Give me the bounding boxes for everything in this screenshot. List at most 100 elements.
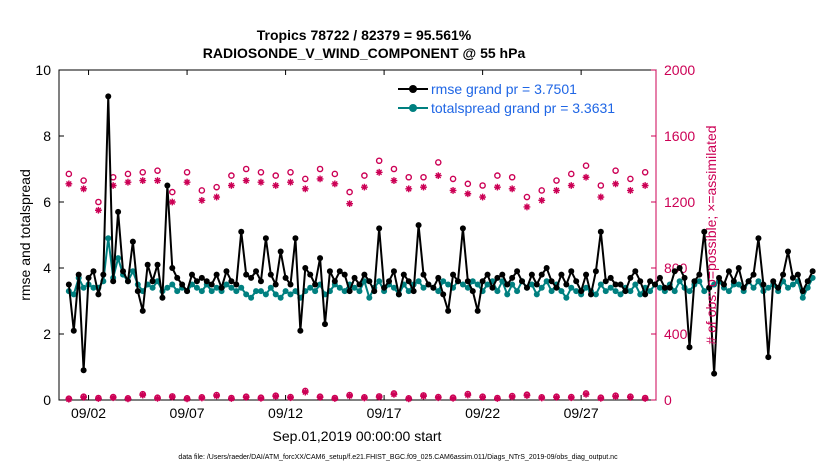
rmse-point — [760, 281, 767, 288]
rmse-point — [292, 235, 299, 242]
totalspread-point — [90, 284, 97, 291]
left-tick-label: 8 — [43, 128, 51, 144]
rmse-point — [124, 278, 131, 285]
rmse-point — [129, 238, 136, 245]
rmse-point — [100, 271, 107, 278]
obs-assimilated-marker — [228, 182, 235, 189]
obs-assimilated-marker — [95, 206, 102, 214]
obs-assimilated-marker — [479, 193, 487, 201]
rmse-point — [164, 182, 171, 189]
rmse-point — [711, 370, 718, 377]
rmse-point — [499, 271, 506, 278]
obs-possible-marker — [65, 170, 73, 178]
rmse-point — [90, 268, 97, 275]
totalspread-point — [282, 288, 289, 295]
rmse-point — [474, 307, 481, 314]
rmse-point — [395, 291, 402, 298]
rmse-point — [583, 271, 590, 278]
rmse-point — [464, 278, 471, 285]
chart-title-line2: RADIOSONDE_V_WIND_COMPONENT @ 55 hPa — [203, 45, 526, 61]
right-tick-label: 1200 — [664, 194, 695, 210]
rmse-point — [454, 278, 461, 285]
totalspread-point — [785, 284, 792, 291]
totalspread-point — [735, 281, 742, 288]
obs-possible-marker — [154, 167, 161, 174]
rmse-point — [578, 288, 585, 295]
obs-possible-marker — [390, 165, 398, 173]
obs-possible-marker — [582, 162, 590, 169]
totalspread-point — [445, 281, 452, 288]
rmse-point — [420, 271, 427, 278]
totalspread-point — [208, 288, 215, 295]
rmse-point — [681, 274, 688, 281]
rmse-point — [445, 307, 452, 314]
rmse-point — [331, 278, 338, 285]
obs-possible-marker — [597, 182, 605, 189]
rmse-point — [208, 281, 215, 288]
plot-area — [58, 69, 657, 401]
totalspread-point — [750, 284, 757, 291]
obs-assimilated-marker — [508, 185, 516, 193]
obs-assimilated-marker — [257, 394, 265, 402]
totalspread-point — [115, 255, 122, 262]
obs-assimilated-marker — [449, 394, 457, 402]
rmse-point — [661, 284, 668, 291]
obs-assimilated-marker — [109, 394, 117, 402]
obs-assimilated-marker — [301, 388, 309, 396]
rmse-point — [696, 271, 703, 278]
totalspread-point — [538, 284, 545, 291]
y-axis-label-right: # of obs: o=possible; ×=assimilated — [703, 125, 719, 344]
rmse-point — [765, 354, 772, 361]
rmse-point — [430, 284, 437, 291]
rmse-point — [341, 271, 348, 278]
rmse-point — [361, 271, 368, 278]
obs-assimilated-marker — [597, 394, 605, 402]
totalspread-point — [262, 291, 269, 298]
totalspread-point — [799, 294, 806, 301]
obs-possible-marker — [183, 168, 191, 176]
obs-assimilated-marker — [449, 187, 457, 194]
rmse-point — [666, 284, 673, 291]
totalspread-point — [292, 288, 299, 295]
obs-possible-marker — [213, 183, 220, 191]
rmse-point — [139, 307, 146, 314]
totalspread-point — [504, 291, 511, 298]
totalspread-point — [376, 278, 383, 285]
x-axis-ticks: 09/02 09/07 09/12 09/17 09/22 09/27 — [71, 70, 599, 421]
rmse-point — [120, 268, 127, 275]
rmse-point — [548, 278, 555, 285]
obs-assimilated-marker — [316, 393, 324, 401]
rmse-point — [228, 278, 235, 285]
rmse-point — [174, 274, 181, 281]
rmse-point — [691, 278, 698, 285]
right-tick-label: 400 — [664, 326, 688, 342]
totalspread-point — [287, 291, 294, 298]
legend: rmse grand pr = 3.7501 totalspread grand… — [392, 76, 648, 118]
totalspread-point — [583, 284, 590, 291]
obs-assimilated-marker — [626, 393, 634, 401]
rmse-point — [656, 274, 663, 281]
rmse-point — [410, 288, 417, 295]
chart-title-line1: Tropics 78722 / 82379 = 95.561% — [257, 27, 472, 43]
totalspread-point — [474, 281, 481, 288]
obs-assimilated-marker — [612, 393, 620, 400]
obs-assimilated-marker — [198, 394, 206, 402]
rmse-point — [686, 344, 693, 351]
rmse-point — [617, 281, 624, 288]
obs-assimilated-marker — [420, 183, 427, 191]
obs-possible-marker — [272, 172, 280, 179]
totalspread-point — [356, 288, 363, 295]
rmse-point — [198, 274, 205, 281]
rmse-point — [528, 271, 535, 278]
obs-assimilated-marker — [213, 193, 221, 201]
totalspread-point — [755, 278, 762, 285]
obs-possible-marker — [479, 182, 486, 189]
totalspread-point — [597, 281, 604, 288]
rmse-point — [75, 271, 82, 278]
rmse-point — [720, 281, 727, 288]
totalspread-point — [469, 278, 476, 285]
legend-spread-marker — [409, 104, 417, 112]
obs-assimilated-marker — [65, 395, 73, 403]
x-tick-label: 09/27 — [564, 405, 599, 421]
obs-assimilated-marker — [287, 178, 294, 186]
